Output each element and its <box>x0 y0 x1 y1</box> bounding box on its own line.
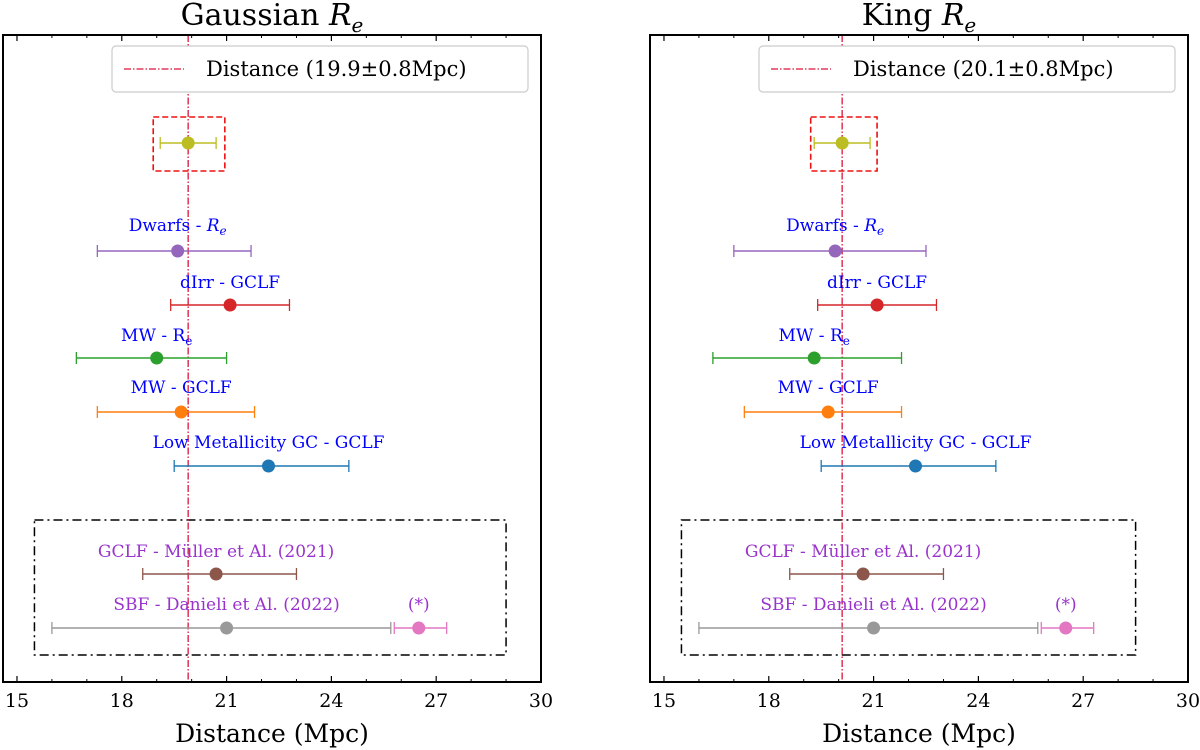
data-point-label: MW - Re <box>779 326 850 348</box>
x-tick-label: 18 <box>757 690 781 712</box>
legend-box <box>758 45 1176 93</box>
data-point <box>150 351 164 365</box>
data-point-label-text: SBF - Danieli et Al. (2022) <box>113 595 339 615</box>
data-point-label: GCLF - Müller et Al. (2021) <box>745 542 981 562</box>
x-tick-label: 15 <box>5 690 29 712</box>
chart-title-prefix: Gaussian <box>181 0 329 33</box>
data-point-label: MW - GCLF <box>131 378 232 398</box>
data-point-label-subscript: e <box>185 334 192 348</box>
data-point-label-subscript: e <box>843 334 850 348</box>
data-point-label-text: MW - R <box>779 326 844 346</box>
data-point-label-symbol: R <box>863 216 877 236</box>
chart-title: Gaussian Re <box>181 0 364 37</box>
highlight-box <box>809 116 878 172</box>
data-point-label-text: MW - GCLF <box>131 378 232 398</box>
x-tick-label: 21 <box>214 690 238 712</box>
data-point-label: (*) <box>408 595 430 615</box>
x-tick-label: 21 <box>861 690 885 712</box>
data-point-label-text: dIrr - GCLF <box>827 273 927 293</box>
data-point-label: Low Metallicity GC - GCLF <box>153 433 385 453</box>
data-point <box>807 351 821 365</box>
x-axis-label: Distance (Mpc) <box>822 719 1016 748</box>
data-point-label: MW - GCLF <box>778 378 879 398</box>
data-point <box>909 459 923 473</box>
x-tick-label: 24 <box>319 690 343 712</box>
data-point <box>262 459 276 473</box>
x-tick-label: 30 <box>529 690 553 712</box>
data-point <box>412 621 426 635</box>
data-point-label: Dwarfs - Re <box>129 216 227 238</box>
chart-title-prefix: King <box>862 0 942 33</box>
chart-title-subscript: e <box>352 13 364 37</box>
data-point <box>821 405 835 419</box>
data-point-label-subscript: e <box>220 224 227 238</box>
data-point-label-text: GCLF - Müller et Al. (2021) <box>98 542 334 562</box>
chart-title-symbol: R <box>941 0 965 33</box>
data-point-label-text: Low Metallicity GC - GCLF <box>800 433 1032 453</box>
x-tick-label: 30 <box>1176 690 1200 712</box>
literature-group-box <box>680 519 1137 656</box>
plot-frame <box>649 34 1189 683</box>
data-point-label-text: Low Metallicity GC - GCLF <box>153 433 385 453</box>
data-point-label: Low Metallicity GC - GCLF <box>800 433 1032 453</box>
data-point-label: SBF - Danieli et Al. (2022) <box>113 595 339 615</box>
data-point-label: Dwarfs - Re <box>786 216 884 238</box>
data-point-label-text: Dwarfs - <box>786 216 864 236</box>
legend-label: Distance (20.1±0.8Mpc) <box>853 57 1114 81</box>
data-point-label-text: (*) <box>1055 595 1077 615</box>
data-point-label-text: dIrr - GCLF <box>180 273 280 293</box>
data-point <box>835 136 849 150</box>
legend-label: Distance (19.9±0.8Mpc) <box>206 57 467 81</box>
legend-box <box>111 45 529 93</box>
data-point-label-subscript: e <box>877 224 884 238</box>
chart-title-symbol: R <box>328 0 352 33</box>
x-tick-label: 15 <box>652 690 676 712</box>
data-point <box>174 405 188 419</box>
data-point <box>171 244 185 258</box>
data-point <box>856 567 870 581</box>
data-point <box>1059 621 1073 635</box>
data-point <box>828 244 842 258</box>
data-point <box>220 621 234 635</box>
literature-group-box <box>33 519 507 656</box>
plot-frame <box>2 34 542 683</box>
chart-title: King Re <box>862 0 977 37</box>
x-tick-label: 24 <box>966 690 990 712</box>
data-point-label-text: Dwarfs - <box>129 216 207 236</box>
chart-title-subscript: e <box>964 13 976 37</box>
data-point-label-text: SBF - Danieli et Al. (2022) <box>760 595 986 615</box>
data-point-label: SBF - Danieli et Al. (2022) <box>760 595 986 615</box>
x-tick-label: 27 <box>424 690 448 712</box>
data-point <box>181 136 195 150</box>
data-point-label: GCLF - Müller et Al. (2021) <box>98 542 334 562</box>
data-point-label: MW - Re <box>121 326 192 348</box>
x-axis-label: Distance (Mpc) <box>175 719 369 748</box>
data-point-label: dIrr - GCLF <box>827 273 927 293</box>
x-tick-label: 27 <box>1071 690 1095 712</box>
data-point-label-text: MW - R <box>121 326 186 346</box>
data-point <box>223 298 237 312</box>
data-point <box>867 621 881 635</box>
data-point-label-symbol: R <box>206 216 220 236</box>
data-point-label-text: MW - GCLF <box>778 378 879 398</box>
data-point-label: (*) <box>1055 595 1077 615</box>
data-point-label: dIrr - GCLF <box>180 273 280 293</box>
x-tick-label: 18 <box>110 690 134 712</box>
data-point <box>870 298 884 312</box>
data-point-label-text: (*) <box>408 595 430 615</box>
data-point-label-text: GCLF - Müller et Al. (2021) <box>745 542 981 562</box>
data-point <box>209 567 223 581</box>
